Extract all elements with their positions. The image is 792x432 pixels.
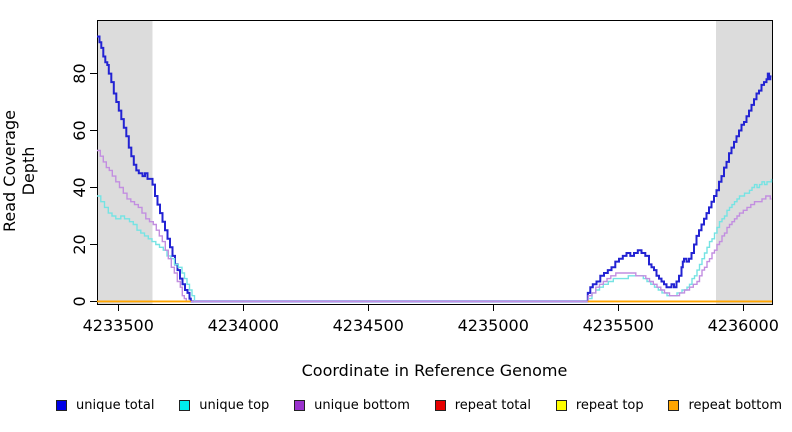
legend-item-repeat-bottom: repeat bottom bbox=[668, 398, 782, 413]
legend-swatch-icon bbox=[668, 400, 680, 411]
y-axis-title: Read Coverage Depth bbox=[0, 110, 38, 232]
legend-label: repeat bottom bbox=[688, 398, 782, 413]
legend-item-repeat-top: repeat top bbox=[555, 398, 644, 413]
chart-legend: unique total unique top unique bottom repea… bbox=[56, 398, 782, 413]
legend-label: repeat total bbox=[454, 398, 531, 413]
legend-label: unique total bbox=[76, 398, 155, 413]
y-tick-label: 80 bbox=[70, 63, 89, 83]
legend-item-unique-total: unique total bbox=[56, 398, 154, 413]
legend-swatch-icon bbox=[434, 400, 446, 411]
series-unique-bottom bbox=[97, 149, 772, 303]
y-tick-label: 40 bbox=[70, 177, 89, 197]
x-tick-label: 4235500 bbox=[583, 316, 654, 335]
shaded-region bbox=[716, 20, 772, 304]
legend-swatch-icon bbox=[555, 400, 567, 411]
x-axis-title: Coordinate in Reference Genome bbox=[301, 361, 568, 380]
series-unique-total bbox=[97, 35, 772, 303]
y-tick-label: 60 bbox=[70, 120, 89, 140]
x-tick-label: 4234500 bbox=[333, 316, 404, 335]
legend-label: repeat top bbox=[575, 398, 644, 413]
y-tick-label: 0 bbox=[70, 296, 89, 306]
legend-item-unique-bottom: unique bottom bbox=[294, 398, 410, 413]
legend-item-unique-top: unique top bbox=[179, 398, 269, 413]
legend-item-repeat-total: repeat total bbox=[434, 398, 531, 413]
x-tick-label: 4234000 bbox=[208, 316, 279, 335]
x-tick-label: 4235000 bbox=[458, 316, 529, 335]
plot-box bbox=[97, 20, 773, 305]
legend-swatch-icon bbox=[56, 400, 67, 411]
legend-label: unique top bbox=[199, 398, 270, 413]
x-tick-label: 4233500 bbox=[83, 316, 154, 335]
y-tick-label: 20 bbox=[70, 234, 89, 254]
legend-swatch-icon bbox=[294, 400, 306, 411]
series-unique-top bbox=[97, 178, 773, 303]
legend-swatch-icon bbox=[179, 400, 191, 411]
legend-label: unique bottom bbox=[314, 398, 410, 413]
x-tick-label: 4236000 bbox=[708, 316, 779, 335]
